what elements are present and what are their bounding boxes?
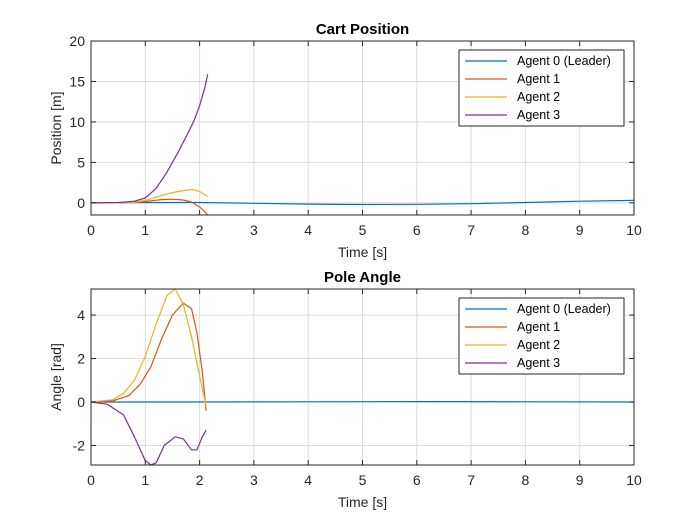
- legend: Agent 0 (Leader) Agent 1 Agent 2 Agent 3: [459, 50, 624, 126]
- x-tick-label: 8: [522, 472, 530, 488]
- x-tick-label: 2: [196, 222, 204, 238]
- subplot-0: 0 1 2 3 4 5 6 7 8 9 10 0 5 10 15 20 Cart Position Time [s…: [48, 21, 642, 260]
- y-tick-label: 5: [77, 154, 85, 170]
- x-tick-label: 8: [522, 222, 530, 238]
- y-tick-label: 2: [77, 351, 85, 367]
- x-tick-label: 4: [304, 472, 312, 488]
- y-tick-label: -2: [73, 437, 86, 453]
- x-axis-label: Time [s]: [338, 244, 387, 260]
- x-tick-label: 5: [359, 222, 367, 238]
- legend-label-3: Agent 3: [517, 356, 560, 370]
- legend-label-3: Agent 3: [517, 108, 560, 122]
- y-axis-label: Position [m]: [48, 91, 64, 164]
- x-tick-label: 6: [413, 472, 421, 488]
- x-tick-label: 0: [87, 472, 95, 488]
- x-tick-label: 4: [304, 222, 312, 238]
- legend-label-1: Agent 1: [517, 320, 560, 334]
- y-tick-label: 20: [69, 33, 85, 49]
- x-tick-label: 3: [250, 222, 258, 238]
- x-tick-label: 10: [626, 222, 642, 238]
- x-axis-label: Time [s]: [338, 494, 387, 510]
- y-tick-label: 10: [69, 114, 85, 130]
- chart-title: Cart Position: [316, 21, 409, 38]
- chart-title: Pole Angle: [324, 269, 401, 286]
- x-tick-label: 9: [576, 222, 584, 238]
- y-tick-label: 4: [77, 307, 85, 323]
- x-tick-label: 0: [87, 222, 95, 238]
- y-tick-label: 0: [77, 195, 85, 211]
- x-tick-label: 10: [626, 472, 642, 488]
- legend-label-2: Agent 2: [517, 338, 560, 352]
- y-tick-label: 0: [77, 394, 85, 410]
- subplot-1: 0 1 2 3 4 5 6 7 8 9 10 -2 0 2 4 Pole Angle Time [s] Angle…: [48, 269, 642, 510]
- x-tick-label: 9: [576, 472, 584, 488]
- legend-label-0: Agent 0 (Leader): [517, 302, 611, 316]
- x-tick-label: 6: [413, 222, 421, 238]
- y-tick-label: 15: [69, 73, 85, 89]
- x-tick-label: 7: [467, 222, 475, 238]
- x-tick-label: 1: [141, 472, 149, 488]
- x-tick-label: 2: [196, 472, 204, 488]
- y-axis-label: Angle [rad]: [48, 343, 64, 411]
- legend-label-1: Agent 1: [517, 72, 560, 86]
- x-tick-label: 7: [467, 472, 475, 488]
- x-tick-label: 5: [359, 472, 367, 488]
- legend-label-0: Agent 0 (Leader): [517, 54, 611, 68]
- legend-label-2: Agent 2: [517, 90, 560, 104]
- x-tick-label: 3: [250, 472, 258, 488]
- legend: Agent 0 (Leader) Agent 1 Agent 2 Agent 3: [459, 298, 624, 374]
- x-tick-label: 1: [141, 222, 149, 238]
